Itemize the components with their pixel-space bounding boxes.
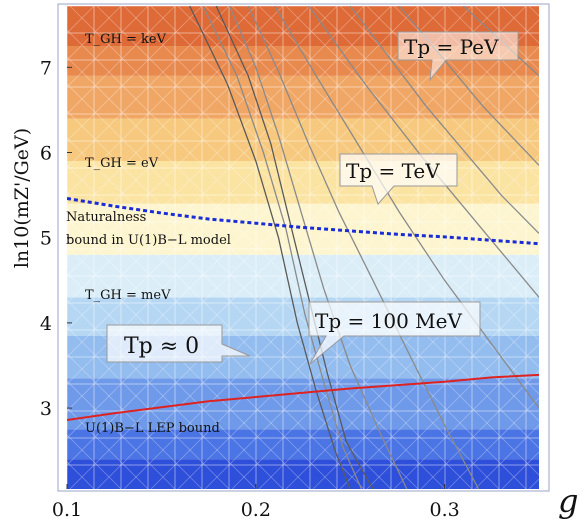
contour-line	[215, 6, 374, 489]
grid-line-diagonal	[123, 6, 539, 422]
grid-line-diagonal	[123, 73, 539, 489]
callout-tev: Tp = TeV	[339, 153, 458, 205]
grid-line-diagonal	[339, 6, 539, 206]
grid-line-diagonal	[67, 164, 392, 489]
callout-zero: Tp ≈ 0	[106, 324, 251, 363]
grid-line-diagonal	[393, 6, 539, 152]
grid-line-diagonal	[366, 6, 539, 179]
y-axis-title: ln10(mZ'/GeV)	[11, 128, 33, 268]
grid-line-diagonal	[150, 6, 539, 395]
grid-line-diagonal	[258, 6, 539, 287]
callout-zero-text: Tp ≈ 0	[124, 334, 199, 359]
y-tick-label: 7	[40, 57, 52, 79]
label-tgh-ev: T_GH = eV	[85, 156, 159, 171]
color-band	[67, 118, 539, 162]
contour-line	[189, 6, 351, 489]
x-tick-label: 0.3	[429, 499, 459, 521]
lep-bound-line	[67, 373, 539, 421]
grid-line-diagonal	[67, 218, 338, 489]
grid-line-diagonal	[67, 6, 338, 277]
grid-line-diagonal	[150, 100, 539, 489]
contour-line	[202, 6, 363, 489]
grid-line-diagonal	[231, 6, 539, 314]
y-tick-label: 5	[40, 228, 52, 250]
naturalness-bound-line	[67, 197, 539, 246]
grid-line-diagonal	[339, 289, 539, 489]
grid-line-diagonal	[67, 6, 149, 88]
grid-line-diagonal	[67, 29, 527, 489]
contour-line	[349, 6, 539, 234]
grid-line-diagonal	[204, 6, 539, 341]
grid-line-diagonal	[204, 154, 539, 489]
grid-line-diagonal	[67, 110, 446, 489]
label-lep-bound: U(1)B−L LEP bound	[85, 421, 220, 436]
y-tick-label: 4	[40, 313, 52, 335]
color-band	[67, 459, 539, 489]
grid-line-diagonal	[285, 235, 539, 489]
grid-line-diagonal	[366, 316, 539, 489]
callout-pev: Tp = PeV	[397, 31, 519, 82]
grid-line-diagonal	[67, 380, 176, 489]
contour-line	[274, 6, 539, 409]
x-axis-title: g	[558, 482, 578, 520]
grid-line-diagonal	[67, 6, 500, 439]
grid-line-diagonal	[420, 370, 539, 489]
callout-tev-text: Tp = TeV	[346, 159, 440, 183]
grid-line-diagonal	[177, 127, 539, 489]
label-tgh-mev: T_GH = meV	[85, 288, 171, 303]
y-tick-label: 6	[40, 143, 52, 165]
grid-line-diagonal	[96, 6, 539, 449]
grid-line-diagonal	[67, 245, 311, 489]
callout-100mev: Tp = 100 MeV	[308, 301, 481, 365]
grid-line-diagonal	[177, 6, 539, 368]
grid-line-diagonal	[67, 299, 257, 489]
grid-line-diagonal	[67, 6, 176, 115]
grid-line-diagonal	[67, 191, 365, 489]
label-tgh-kev: T_GH = keV	[85, 32, 167, 47]
grid-line-diagonal	[447, 397, 539, 489]
grid-line-diagonal	[67, 56, 500, 489]
grid-line-diagonal	[67, 6, 203, 142]
grid-line-diagonal	[67, 353, 203, 489]
x-tick-label: 0.2	[241, 499, 271, 521]
grid-line-diagonal	[67, 6, 392, 331]
callout-pev-text: Tp = PeV	[404, 35, 499, 59]
grid-line-diagonal	[67, 6, 311, 250]
x-tick-label: 0.1	[52, 499, 82, 521]
label-naturalness-1: Naturalness	[66, 210, 146, 225]
grid-line-diagonal	[67, 6, 527, 466]
grid-line-diagonal	[67, 6, 446, 385]
grid-line-diagonal	[67, 6, 419, 358]
temperature-contours	[189, 6, 539, 489]
grid-line-diagonal	[420, 6, 539, 125]
contour-line	[228, 6, 408, 489]
grid-line-diagonal	[258, 208, 539, 489]
grid-line-diagonal	[67, 6, 284, 223]
grid-line-diagonal	[67, 6, 257, 196]
grid-line-diagonal	[67, 272, 284, 489]
grid-line-diagonal	[231, 181, 539, 489]
grid-line-diagonal	[447, 6, 539, 98]
grid-line-diagonal	[393, 343, 539, 489]
y-tick-label: 3	[40, 398, 52, 420]
grid-line-diagonal	[67, 6, 365, 304]
grid-line-diagonal	[96, 46, 539, 489]
color-band	[67, 161, 539, 204]
grid-line-diagonal	[312, 6, 539, 233]
series-lines	[67, 197, 539, 421]
grid-line-diagonal	[67, 83, 473, 489]
grid-line-diagonal	[67, 6, 230, 169]
color-band	[67, 75, 539, 119]
contour-line	[247, 6, 480, 489]
grid-line-diagonal	[312, 262, 539, 489]
axes: 0.1 0.2 0.3 3 4 5 6 7	[40, 57, 460, 521]
color-band	[67, 378, 539, 430]
callout-100mev-text: Tp = 100 MeV	[315, 309, 462, 333]
label-naturalness-2: bound in U(1)B−L model	[66, 233, 231, 248]
